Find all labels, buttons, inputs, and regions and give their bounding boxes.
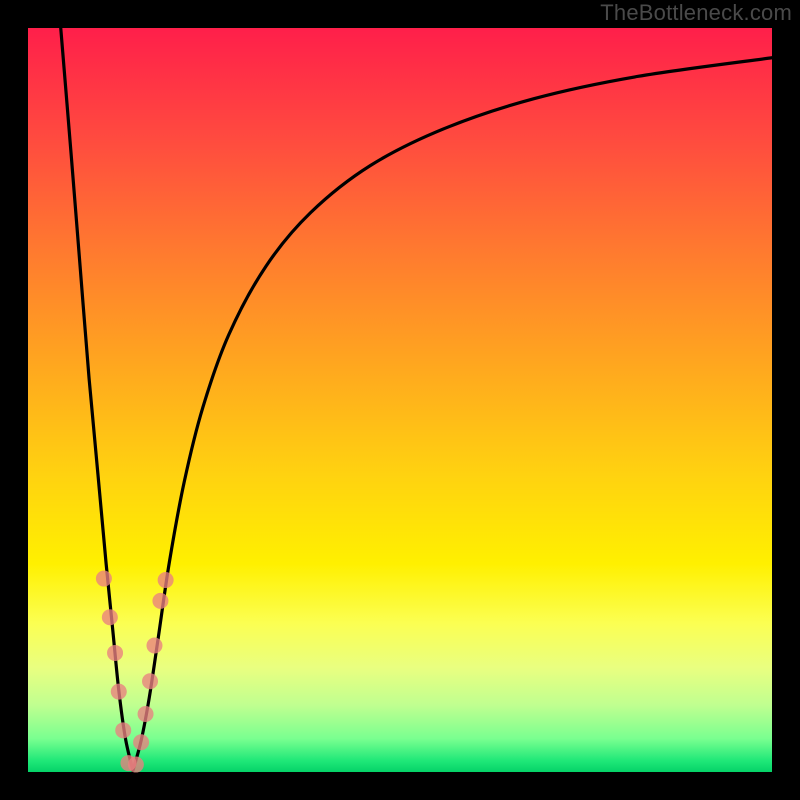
data-marker [142, 673, 158, 689]
data-marker [158, 572, 174, 588]
bottleneck-chart [0, 0, 800, 800]
plot-background-gradient [28, 28, 772, 772]
data-marker [128, 757, 144, 773]
data-marker [152, 593, 168, 609]
chart-container: TheBottleneck.com [0, 0, 800, 800]
data-marker [115, 722, 131, 738]
data-marker [96, 571, 112, 587]
data-marker [138, 706, 154, 722]
data-marker [133, 734, 149, 750]
data-marker [107, 645, 123, 661]
data-marker [111, 684, 127, 700]
data-marker [102, 609, 118, 625]
data-marker [146, 638, 162, 654]
